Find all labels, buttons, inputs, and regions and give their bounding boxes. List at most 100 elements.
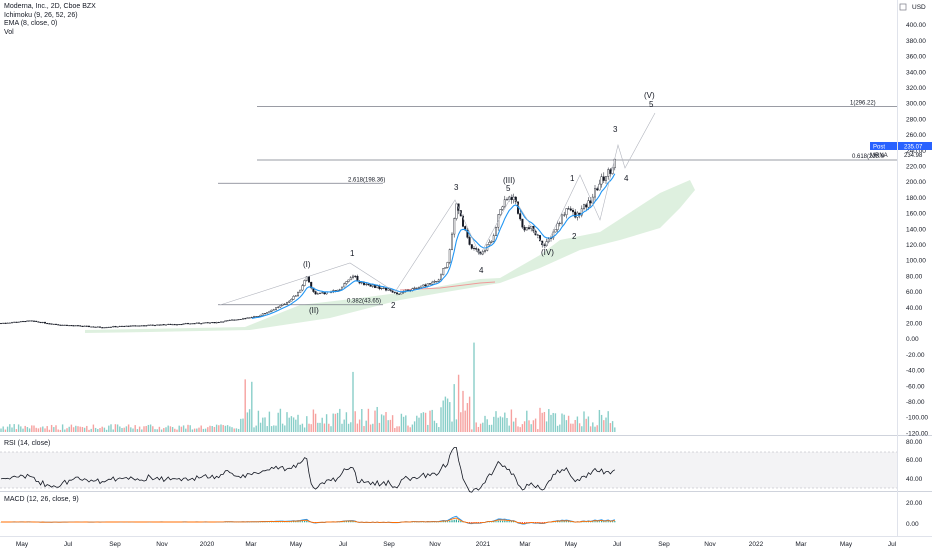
- volume-bar: [347, 423, 350, 432]
- candle-body: [270, 309, 273, 312]
- macd-hist-bar: [519, 522, 521, 523]
- candle-body: [193, 323, 196, 325]
- volume-bar: [270, 426, 273, 432]
- volume-bar: [431, 409, 433, 432]
- price-axis-ticks[interactable]: 400.00 380.00 360.00 340.00 320.00 300.00 280.…: [906, 22, 928, 437]
- volume-bar: [576, 416, 579, 432]
- price-tick: -100.00: [906, 415, 928, 422]
- price-tick: 120.00: [906, 242, 926, 249]
- elliott-wave-path[interactable]: [219, 112, 656, 306]
- volume-bar: [235, 428, 238, 432]
- macd-hist-bar: [308, 521, 310, 523]
- volume-bar: [325, 414, 328, 432]
- candle-body: [59, 324, 62, 326]
- volume-bar: [585, 418, 587, 432]
- candle-body: [48, 323, 51, 325]
- volume-bar: [281, 423, 284, 432]
- volume-bar: [268, 411, 271, 432]
- macd-hist-bar: [612, 521, 614, 523]
- volume-bar: [37, 428, 40, 432]
- volume-bar: [504, 412, 506, 432]
- volume-bar: [57, 429, 59, 432]
- volume-bar: [207, 427, 209, 432]
- candle-body: [90, 326, 93, 328]
- candle-body: [83, 325, 86, 327]
- candle-body: [591, 196, 594, 204]
- wave-label: (I): [303, 260, 311, 269]
- candle-body: [178, 324, 181, 326]
- volume-bar: [442, 400, 444, 432]
- macd-hist-bar: [504, 520, 506, 523]
- price-tick: 300.00: [906, 101, 926, 108]
- macd-hist-bar: [493, 521, 495, 523]
- volume-bar: [81, 426, 84, 432]
- candle-body: [552, 231, 555, 239]
- volume-bar: [468, 396, 471, 432]
- candle-body: [112, 326, 115, 328]
- volume-bar: [213, 426, 216, 432]
- candle-body: [275, 307, 278, 310]
- volume-bar: [479, 423, 482, 432]
- candle-body: [385, 287, 388, 291]
- volume-bar: [477, 426, 480, 432]
- macd-hist-bar: [614, 521, 616, 523]
- candle-body: [360, 282, 363, 284]
- volume-bar: [174, 428, 176, 432]
- time-tick: Sep: [109, 541, 121, 548]
- volume-bar: [275, 425, 277, 432]
- candle-body: [17, 321, 20, 323]
- volume-bar: [125, 426, 128, 432]
- candle-body: [338, 289, 341, 291]
- macd-hist-bar: [495, 521, 497, 523]
- candle-body: [131, 325, 134, 327]
- time-tick: Nov: [156, 541, 168, 548]
- volume-bar: [521, 424, 524, 432]
- candle-body: [50, 323, 53, 325]
- macd-hist-bar: [510, 521, 512, 523]
- volume-bar: [545, 421, 548, 432]
- volume-bar: [402, 416, 405, 432]
- volume-bar: [361, 409, 363, 432]
- volume-bar: [108, 425, 110, 432]
- time-axis-ticks[interactable]: May Jul Sep Nov 2020 Mar May Jul Sep Nov 2021 Mar Ma…: [16, 541, 897, 548]
- candle-body: [98, 326, 101, 328]
- volume-bar: [380, 414, 383, 432]
- macd-hist-bar: [603, 521, 605, 523]
- candle-body: [173, 324, 176, 326]
- volume-bar: [202, 428, 205, 432]
- fib-levels[interactable]: 1(296.22) 0.618(228.0 2.618(198.36) 0.382(4…: [218, 100, 897, 306]
- volume-bar: [138, 426, 141, 432]
- volume-bar: [495, 411, 497, 432]
- candle-body: [266, 312, 269, 314]
- volume-bar: [350, 422, 352, 432]
- candle-body: [446, 262, 449, 268]
- candle-body: [142, 325, 145, 327]
- candle-body: [466, 229, 469, 238]
- candle-body: [57, 324, 60, 326]
- wave-label: 2: [572, 232, 577, 241]
- volume-bar: [369, 424, 372, 432]
- candle-body: [580, 208, 583, 216]
- candle-body: [120, 325, 123, 327]
- settings-icon[interactable]: [899, 3, 907, 11]
- candle-body: [145, 325, 148, 327]
- volume-bar: [528, 420, 530, 432]
- volume-bar: [435, 423, 438, 432]
- candle-body: [488, 242, 491, 245]
- candle-body: [596, 188, 599, 191]
- candle-body: [200, 323, 203, 325]
- legend-symbol: Moderna, Inc., 2D, Cboe BZX: [4, 3, 96, 10]
- volume-bar: [367, 408, 370, 432]
- price-tick: 260.00: [906, 132, 926, 139]
- price-unit: USD: [912, 4, 926, 11]
- time-tick: May: [565, 541, 578, 548]
- macd-tick-0: 0.00: [906, 521, 919, 528]
- candle-body: [426, 283, 429, 287]
- volume-bar: [154, 429, 156, 432]
- candle-body: [118, 325, 121, 327]
- candle-body: [290, 299, 293, 302]
- macd-legend: MACD (12, 26, close, 9): [4, 496, 79, 503]
- volume-bar: [160, 429, 163, 432]
- price-candles[interactable]: [0, 158, 616, 329]
